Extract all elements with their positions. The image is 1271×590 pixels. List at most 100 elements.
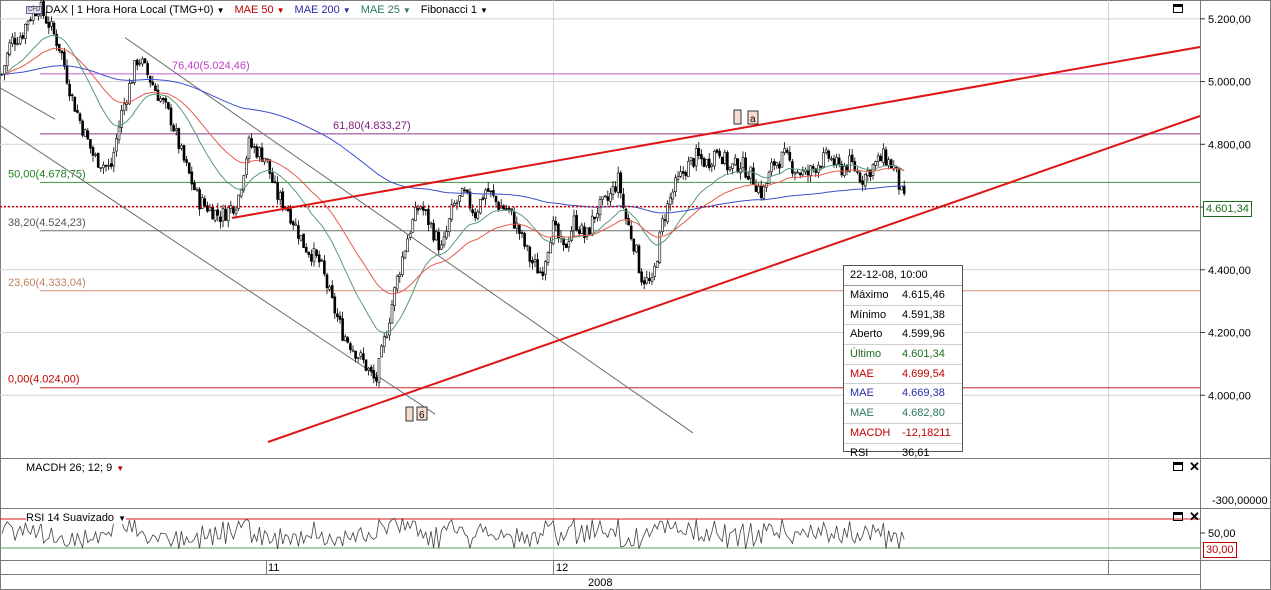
candle-body (250, 138, 253, 148)
candle-body (570, 230, 573, 241)
candle-body (572, 215, 576, 231)
candle-body (172, 125, 175, 132)
candle-body (395, 275, 399, 290)
candle-body (583, 226, 586, 238)
candle-body (255, 146, 259, 158)
candle-body (455, 202, 459, 205)
data-window-row: Mínimo 4.591,38 (844, 306, 962, 326)
candle-body (770, 162, 773, 172)
indicator-mae200[interactable]: MAE 200 ▼ (295, 4, 351, 16)
data-window-row: MAE 4.669,38 (844, 384, 962, 405)
candle-body (99, 167, 103, 169)
candle-body (130, 82, 134, 84)
candle-body (445, 231, 448, 239)
candle-body (434, 231, 438, 241)
candle-body (356, 357, 360, 360)
candle-body (47, 22, 51, 28)
candle-body (658, 231, 662, 263)
chart-toolbar: CFD DAX | 1 Hora Hora Local (TMG+0) ▼ MA… (26, 3, 488, 17)
candle-body (593, 216, 597, 219)
indicator-mae25[interactable]: MAE 25 ▼ (361, 4, 411, 16)
rsi-panel-label[interactable]: RSI 14 Suavizado ▼ (26, 512, 126, 524)
candle-body (258, 147, 261, 157)
candle-body (507, 207, 511, 210)
candle-body (827, 150, 831, 159)
candle-body (440, 244, 443, 250)
candle-body (861, 180, 864, 185)
candle-body (408, 233, 412, 238)
candle-body (780, 151, 784, 168)
candle-body (5, 53, 9, 67)
channel-line (0, 125, 436, 415)
candle-body (705, 159, 708, 166)
candle-body (830, 158, 833, 160)
candle-body (463, 189, 467, 192)
data-window-key: MAE (850, 407, 874, 420)
candle-body (832, 158, 836, 166)
candle-body (731, 163, 734, 169)
data-window-key: MAE (850, 387, 874, 400)
x-period-label: 2008 (588, 577, 612, 589)
candle-body (406, 238, 409, 253)
candle-body (382, 336, 386, 348)
candle-body (276, 182, 279, 200)
candle-body (125, 102, 129, 105)
candle-body (187, 162, 191, 174)
candle-body (887, 159, 890, 167)
candle-body (307, 251, 311, 255)
candle-body (83, 129, 87, 137)
candle-body (715, 149, 719, 153)
candle-body (380, 345, 383, 358)
candle-body (234, 209, 238, 215)
maximize-icon[interactable] (1173, 512, 1183, 521)
mae25-label: MAE 25 (360, 4, 400, 16)
candle-body (837, 157, 841, 165)
data-window-row: Último 4.601,34 (844, 345, 962, 365)
indicator-fibonacci[interactable]: Fibonacci 1 ▼ (421, 4, 488, 16)
maximize-icon[interactable] (1173, 462, 1183, 471)
candle-body (70, 94, 74, 97)
candle-body (551, 220, 555, 245)
y-tick-label: 4.400,00 (1208, 265, 1251, 277)
candle-body (159, 98, 162, 102)
maximize-icon[interactable] (1173, 4, 1183, 13)
candle-body (427, 208, 430, 225)
candle-body (611, 186, 615, 195)
candle-body (637, 245, 641, 274)
data-window-key: MACDH (850, 426, 891, 439)
candle-body (86, 130, 90, 140)
candle-body (681, 171, 685, 174)
candle-body (739, 168, 742, 174)
chevron-down-icon: ▼ (276, 5, 285, 15)
fibonacci-label: 50,00(4.678,75) (8, 168, 86, 180)
candle-body (783, 148, 786, 153)
candle-body (772, 161, 776, 166)
candle-body (50, 21, 53, 27)
mae25-line (1, 34, 905, 334)
candle-body (328, 286, 331, 290)
indicator-mae50[interactable]: MAE 50 ▼ (234, 4, 284, 16)
macdh-panel-label[interactable]: MACDH 26; 12; 9 ▼ (26, 462, 124, 474)
candle-body (89, 139, 92, 149)
candle-body (533, 259, 537, 263)
candle-body (460, 188, 464, 197)
candle-body (528, 246, 532, 262)
candle-body (203, 198, 207, 206)
channel-line (0, 87, 56, 120)
candle-body (104, 165, 108, 167)
data-window-title: 22-12-08, 10:00 (844, 266, 962, 286)
event-marker-box (747, 110, 759, 125)
candle-body (128, 83, 131, 105)
candle-body (343, 336, 347, 341)
candle-body (81, 120, 84, 136)
candle-body (902, 185, 906, 194)
close-icon[interactable]: ✕ (1189, 509, 1200, 524)
candle-body (112, 152, 116, 167)
close-icon[interactable]: ✕ (1189, 459, 1200, 474)
symbol-selector[interactable]: CFD DAX | 1 Hora Hora Local (TMG+0) ▼ (26, 4, 224, 16)
candle-body (515, 222, 519, 229)
candle-body (884, 149, 888, 166)
